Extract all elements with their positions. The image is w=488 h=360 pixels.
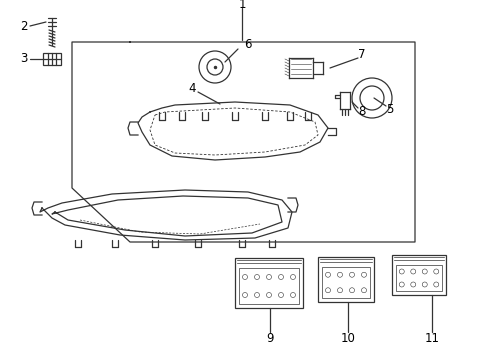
Bar <box>235 258 303 308</box>
Text: 2: 2 <box>20 19 28 32</box>
Text: 3: 3 <box>20 53 28 66</box>
Text: 7: 7 <box>358 48 365 60</box>
Text: 11: 11 <box>424 332 439 345</box>
Text: 5: 5 <box>386 104 393 117</box>
Bar <box>317 257 373 302</box>
Bar <box>321 267 369 298</box>
Bar <box>43 53 61 65</box>
Text: 1: 1 <box>238 0 245 10</box>
Bar <box>239 268 298 304</box>
Text: 8: 8 <box>358 105 365 118</box>
Text: 10: 10 <box>340 332 355 345</box>
Text: 9: 9 <box>265 332 273 345</box>
Text: 6: 6 <box>244 37 251 50</box>
Text: 4: 4 <box>188 81 195 94</box>
Bar <box>391 255 445 295</box>
Bar <box>395 265 441 291</box>
